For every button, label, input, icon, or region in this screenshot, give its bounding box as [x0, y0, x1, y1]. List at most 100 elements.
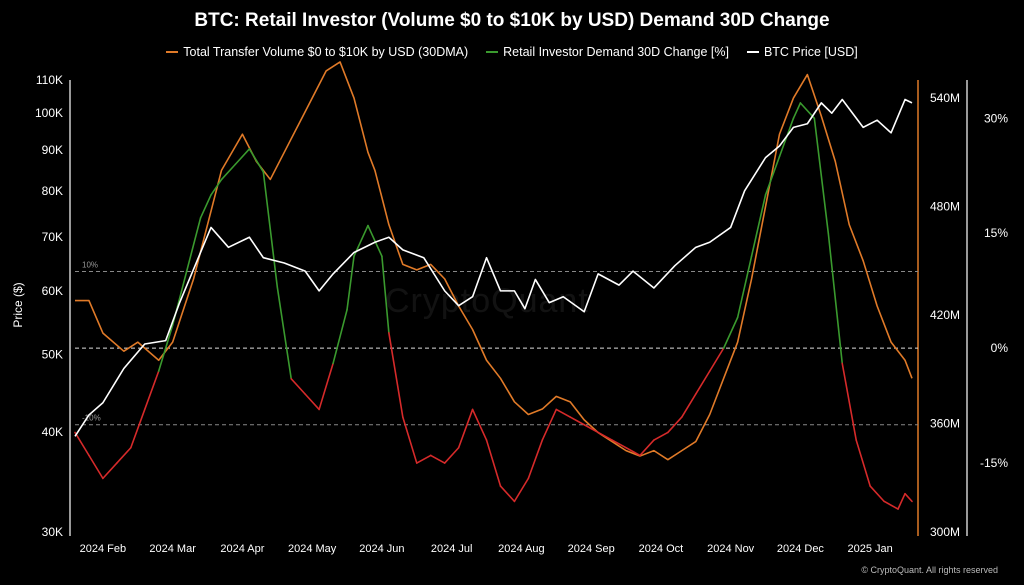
series-demand-segment: [248, 148, 265, 173]
x-tick-label: 2024 Apr: [220, 543, 264, 555]
series-demand-segment: [88, 454, 104, 480]
series-demand-segment: [904, 492, 913, 503]
series-demand-segment: [318, 362, 334, 411]
series-demand-segment: [855, 439, 871, 487]
y-left-tick-label: 60K: [42, 284, 63, 298]
legend-swatch-price: [746, 51, 759, 53]
series-demand-segment: [499, 485, 516, 503]
x-tick-label: 2024 May: [288, 543, 337, 555]
series-demand-segment: [304, 393, 320, 411]
legend-label-demand: Retail Investor Demand 30D Change [%]: [503, 45, 729, 59]
series-demand-segment: [429, 454, 446, 464]
reference-line-label: 10%: [82, 261, 98, 270]
series-demand-segment: [569, 416, 585, 426]
y-left-tick-label: 80K: [42, 184, 63, 198]
y-mid-tick-label: 420M: [930, 308, 960, 322]
series-demand-segment: [541, 408, 558, 441]
series-demand-segment: [841, 362, 858, 441]
x-tick-label: 2024 Sep: [568, 543, 615, 555]
copyright-credit: © CryptoQuant. All rights reserved: [861, 565, 998, 575]
x-tick-label: 2024 Jun: [359, 543, 404, 555]
x-tick-label: 2024 Oct: [639, 543, 684, 555]
series-demand-segment: [813, 117, 830, 235]
legend-swatch-demand: [486, 51, 499, 53]
series-demand-segment: [234, 148, 251, 166]
series-demand-segment: [262, 171, 279, 288]
series-demand-segment: [116, 446, 132, 464]
x-tick-label: 2024 Feb: [80, 543, 126, 555]
series-price-line: [74, 98, 913, 437]
series-demand-segment: [143, 370, 160, 411]
y-left-tick-label: 110K: [36, 73, 63, 87]
series-demand-segment: [653, 431, 669, 441]
series-demand-segment: [611, 439, 627, 449]
y-mid-tick-label: 300M: [930, 525, 960, 539]
series-demand-segment: [897, 492, 906, 510]
series-demand-segment: [157, 324, 174, 372]
chart-legend: Total Transfer Volume $0 to $10K by USD …: [0, 45, 1024, 59]
x-tick-label: 2024 Nov: [707, 543, 755, 555]
series-demand-segment: [527, 439, 544, 480]
series-demand-segment: [402, 416, 418, 464]
series-demand-segment: [332, 309, 348, 365]
series-demand-segment: [220, 163, 237, 181]
legend-label-volume: Total Transfer Volume $0 to $10K by USD …: [183, 45, 469, 59]
series-demand-segment: [883, 500, 899, 510]
y-right-tick-label: 15%: [984, 226, 1008, 240]
series-demand-segment: [102, 462, 118, 480]
series-demand-segment: [597, 431, 613, 441]
y-left-tick-label: 30K: [42, 525, 63, 539]
y-right-tick-label: 0%: [991, 341, 1009, 355]
y-left-tick-label: 70K: [42, 230, 63, 244]
series-demand-segment: [290, 377, 306, 395]
series-demand-segment: [827, 232, 844, 365]
series-demand-segment: [388, 332, 404, 418]
series-demand-segment: [736, 255, 753, 319]
series-demand-segment: [750, 194, 767, 258]
series-demand-segment: [471, 408, 488, 441]
series-demand-segment: [792, 102, 802, 120]
series-demand-segment: [485, 439, 502, 487]
y-left-tick-label: 40K: [42, 425, 63, 439]
series-demand-segment: [708, 347, 725, 372]
series-demand-segment: [555, 408, 572, 418]
series-demand-segment: [625, 446, 641, 457]
chart-title: BTC: Retail Investor (Volume $0 to $10K …: [194, 10, 830, 31]
series-demand-segment: [694, 370, 711, 395]
series-demand-segment: [346, 255, 355, 311]
y-left-tick-label: 100K: [35, 106, 63, 120]
legend-swatch-volume: [166, 51, 179, 53]
series-demand-segment: [869, 485, 885, 503]
legend-item-price[interactable]: BTC Price [USD]: [746, 45, 858, 59]
legend-item-demand[interactable]: Retail Investor Demand 30D Change [%]: [486, 45, 729, 59]
y-mid-tick-label: 360M: [930, 417, 960, 431]
series-demand-segment: [415, 454, 432, 464]
x-tick-label: 2024 Aug: [498, 543, 545, 555]
y-mid-tick-label: 540M: [930, 91, 960, 105]
legend-label-price: BTC Price [USD]: [763, 45, 858, 59]
x-tick-label: 2024 Mar: [149, 543, 196, 555]
y-right-tick-label: 30%: [984, 111, 1008, 125]
series-demand-segment: [367, 224, 383, 258]
series-demand-segment: [722, 316, 739, 349]
series-demand-segment: [74, 431, 90, 457]
series-volume-line: [75, 61, 913, 461]
series-demand-segment: [681, 393, 697, 418]
x-tick-label: 2024 Dec: [777, 543, 825, 555]
y-mid-tick-label: 480M: [930, 200, 960, 214]
legend-item-volume[interactable]: Total Transfer Volume $0 to $10K by USD …: [166, 45, 468, 59]
series-demand-segment: [764, 155, 781, 196]
series-demand-segment: [210, 178, 223, 196]
y-left-tick-label: 50K: [42, 347, 63, 361]
series-demand-segment: [639, 439, 655, 457]
series-demand-segment: [443, 446, 460, 464]
series-demand-segment: [583, 423, 599, 434]
x-tick-label: 2024 Jul: [431, 543, 473, 555]
y-left-axis-label: Price ($): [11, 282, 25, 327]
series-demand-segment: [457, 408, 474, 449]
y-right-tick-label: -15%: [980, 456, 1008, 470]
series-demand-segment: [199, 194, 212, 219]
series-demand-segment: [130, 408, 146, 449]
series-demand-segment: [276, 286, 293, 380]
